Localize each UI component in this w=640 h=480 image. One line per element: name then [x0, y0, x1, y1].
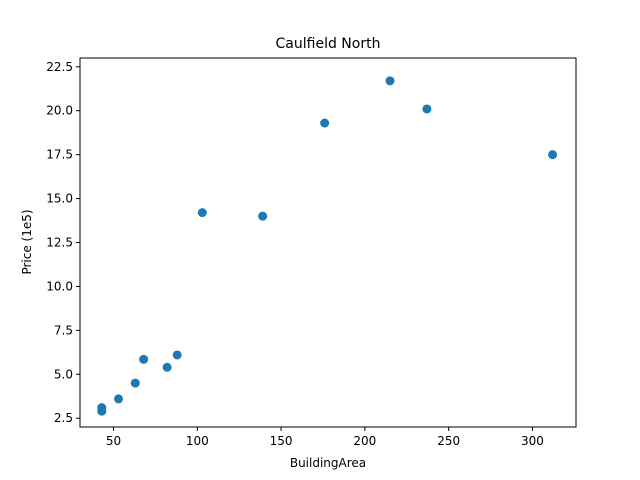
data-point — [385, 76, 395, 86]
y-tick-label: 2.5 — [54, 411, 73, 425]
y-tick-label: 20.0 — [46, 104, 73, 118]
data-point — [114, 394, 124, 404]
y-tick-label: 7.5 — [54, 323, 73, 337]
chart-title: Caulfield North — [276, 36, 381, 52]
x-tick-label: 200 — [353, 434, 376, 448]
y-axis-label: Price (1e5) — [20, 209, 34, 274]
plot-area: 50 100 150 200 250 300 2.5 5.0 7.5 10.0 12.5 15.0 17… — [46, 60, 558, 448]
y-tick-label: 10.0 — [46, 279, 73, 293]
data-point — [97, 403, 107, 413]
data-point — [172, 350, 182, 360]
y-tick-label: 17.5 — [46, 148, 73, 162]
x-tick-label: 150 — [270, 434, 293, 448]
x-tick-label: 250 — [437, 434, 460, 448]
y-tick-label: 15.0 — [46, 192, 73, 206]
data-point — [320, 118, 330, 128]
data-point — [422, 104, 432, 114]
y-tick-label: 12.5 — [46, 236, 73, 250]
y-tick-label: 22.5 — [46, 60, 73, 74]
x-axis-label: BuildingArea — [290, 456, 366, 470]
y-tick-label: 5.0 — [54, 367, 73, 381]
data-point — [197, 208, 207, 218]
x-tick-label: 50 — [106, 434, 121, 448]
x-tick-label: 100 — [186, 434, 209, 448]
data-point — [258, 211, 268, 221]
data-point — [130, 378, 140, 388]
data-point — [548, 150, 558, 160]
axes-frame — [79, 57, 577, 428]
x-tick-label: 300 — [521, 434, 544, 448]
data-point — [139, 354, 149, 364]
data-point — [162, 362, 172, 372]
